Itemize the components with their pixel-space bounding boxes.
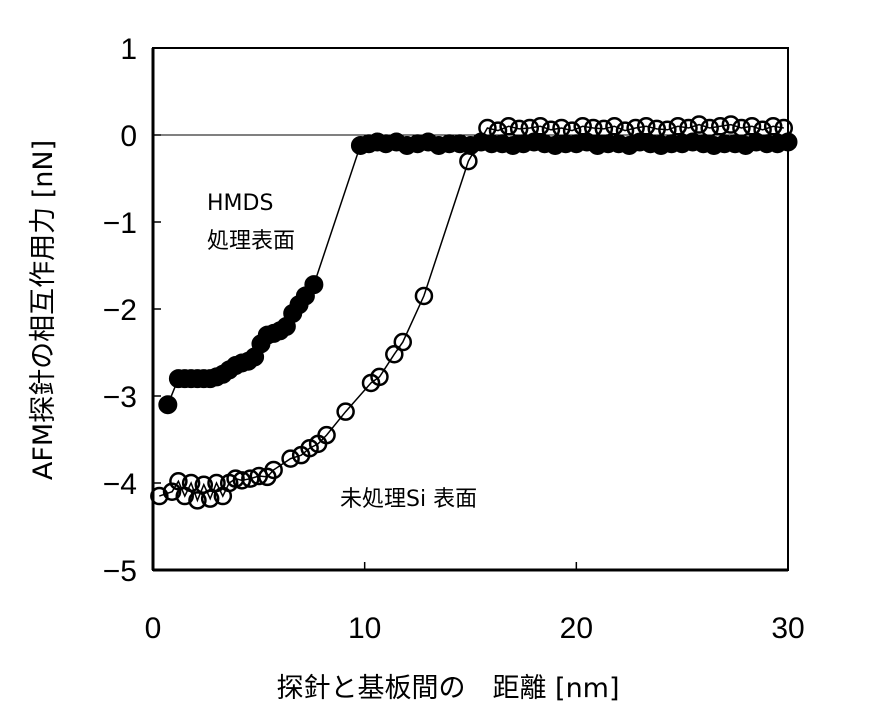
data-point-series-1 bbox=[679, 118, 698, 138]
y-tick-label: −2 bbox=[103, 294, 137, 327]
annotation-untreated: 未処理Si 表面 bbox=[340, 487, 477, 512]
data-point-series-1 bbox=[200, 489, 220, 508]
data-point-series-1 bbox=[459, 151, 478, 171]
data-point-series-1 bbox=[753, 120, 772, 140]
data-point-series-1 bbox=[721, 115, 741, 134]
data-point-series-1 bbox=[689, 115, 709, 134]
data-point-series-1 bbox=[478, 118, 497, 138]
data-point-series-1 bbox=[531, 117, 550, 136]
data-point-series-1 bbox=[169, 472, 188, 491]
data-point-series-1 bbox=[509, 119, 529, 139]
data-point-series-1 bbox=[520, 118, 540, 138]
data-point-series-1 bbox=[385, 344, 404, 364]
data-point-series-1 bbox=[150, 486, 169, 506]
y-tick-label: −4 bbox=[103, 468, 137, 501]
data-point-series-1 bbox=[711, 117, 730, 136]
x-tick-label: 10 bbox=[348, 612, 381, 645]
series-line-1 bbox=[159, 123, 784, 503]
data-point-series-1 bbox=[605, 117, 624, 136]
y-tick-label: −3 bbox=[103, 381, 137, 414]
y-tick-label: −1 bbox=[103, 207, 137, 240]
data-point-series-1 bbox=[626, 118, 645, 138]
data-point-series-1 bbox=[264, 460, 283, 480]
data-point-series-1 bbox=[541, 120, 561, 140]
data-point-series-1 bbox=[668, 117, 688, 136]
y-axis-label: AFM探針の相互作用力 [nN] bbox=[28, 140, 59, 480]
series-line-0 bbox=[167, 141, 789, 405]
data-point-series-1 bbox=[658, 120, 677, 140]
data-point-series-1 bbox=[647, 119, 667, 139]
data-point-series-1 bbox=[317, 425, 336, 445]
data-point-series-1 bbox=[181, 473, 201, 493]
x-tick-label: 0 bbox=[145, 612, 162, 645]
data-point-series-0 bbox=[304, 275, 324, 295]
data-point-series-1 bbox=[552, 118, 571, 138]
data-point-series-1 bbox=[732, 118, 751, 138]
annotation-hmds-2: 処理表面 bbox=[207, 229, 295, 254]
data-point-series-1 bbox=[281, 449, 300, 468]
y-tick-label: −5 bbox=[103, 555, 137, 588]
y-tick-label: 1 bbox=[120, 33, 137, 66]
data-point-series-1 bbox=[636, 117, 656, 136]
data-point-series-1 bbox=[742, 117, 762, 136]
y-tick-label: 0 bbox=[120, 120, 137, 153]
x-axis-label: 探針と基板間の 距離 [nm] bbox=[276, 673, 619, 704]
x-tick-label: 30 bbox=[771, 612, 804, 645]
data-point-series-1 bbox=[336, 402, 355, 421]
data-point-series-1 bbox=[393, 332, 413, 352]
data-point-series-1 bbox=[562, 121, 582, 140]
annotation-hmds-1: HMDS bbox=[207, 191, 273, 216]
data-point-series-1 bbox=[188, 491, 207, 510]
data-point-series-1 bbox=[594, 119, 614, 139]
data-point-series-1 bbox=[232, 471, 252, 490]
data-point-series-1 bbox=[414, 286, 434, 306]
data-point-series-1 bbox=[488, 121, 508, 140]
data-point-series-1 bbox=[370, 367, 389, 387]
data-point-series-1 bbox=[774, 118, 794, 138]
data-point-series-1 bbox=[584, 118, 603, 138]
data-point-series-1 bbox=[499, 117, 518, 136]
data-point-series-1 bbox=[573, 117, 592, 136]
data-point-series-1 bbox=[763, 117, 783, 136]
x-tick-label: 20 bbox=[560, 612, 593, 645]
data-point-series-1 bbox=[700, 118, 719, 138]
data-point-series-0 bbox=[158, 395, 178, 415]
data-point-series-1 bbox=[615, 121, 635, 140]
